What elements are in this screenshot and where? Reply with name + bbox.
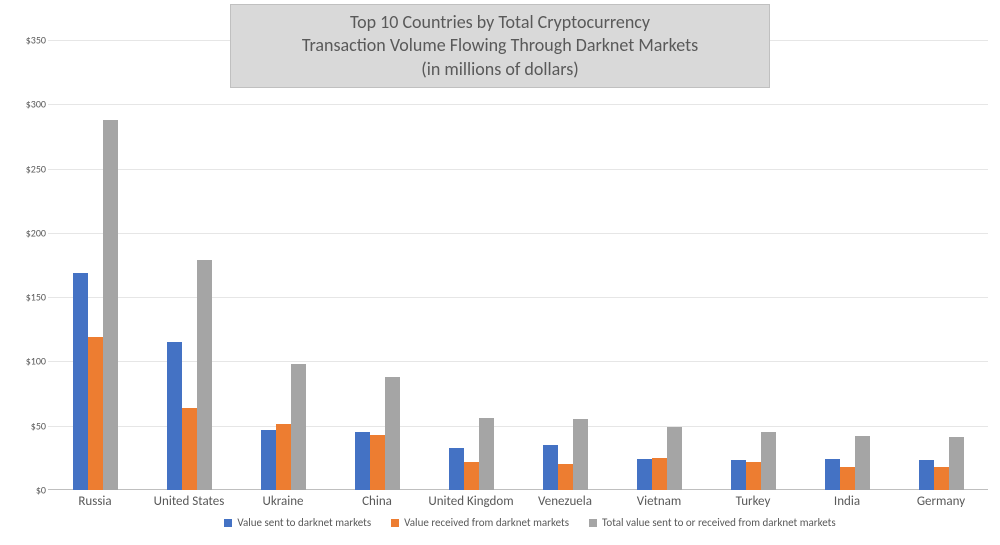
plot-area: $0$50$100$150$200$250$300$350RussiaUnite… — [48, 40, 988, 490]
bar — [167, 342, 182, 490]
x-tick-label: India — [800, 490, 894, 509]
bar-cluster — [167, 260, 212, 490]
bar — [667, 427, 682, 490]
y-tick-label: $200 — [26, 226, 46, 239]
bar-cluster — [261, 364, 306, 490]
legend-label: Total value sent to or received from dar… — [602, 516, 836, 529]
bar-group: Germany — [894, 40, 988, 490]
x-tick-label: China — [330, 490, 424, 509]
y-tick-label: $100 — [26, 355, 46, 368]
bar-group: Vietnam — [612, 40, 706, 490]
y-tick-label: $350 — [26, 34, 46, 47]
bar — [261, 430, 276, 490]
legend-swatch — [391, 519, 399, 527]
bar — [355, 432, 370, 490]
legend: Value sent to darknet markets Value recei… — [130, 516, 930, 529]
bar — [731, 460, 746, 490]
y-tick-label: $150 — [26, 291, 46, 304]
y-tick-label: $250 — [26, 162, 46, 175]
bar-group: Turkey — [706, 40, 800, 490]
x-tick-label: United Kingdom — [424, 490, 518, 509]
bar — [761, 432, 776, 490]
bar — [652, 458, 667, 490]
legend-swatch — [224, 519, 232, 527]
bar — [855, 436, 870, 490]
bar — [370, 435, 385, 490]
bar — [543, 445, 558, 490]
legend-label: Value sent to darknet markets — [237, 516, 371, 529]
x-tick-label: Russia — [48, 490, 142, 509]
bar-group: Ukraine — [236, 40, 330, 490]
bar-group: China — [330, 40, 424, 490]
legend-item: Total value sent to or received from dar… — [589, 516, 836, 529]
legend-item: Value received from darknet markets — [391, 516, 569, 529]
bar — [949, 437, 964, 490]
y-tick-label: $0 — [36, 484, 46, 497]
bar — [197, 260, 212, 490]
bar — [479, 418, 494, 490]
bar — [276, 424, 291, 490]
bar — [385, 377, 400, 490]
bar — [88, 337, 103, 490]
bar — [746, 462, 761, 490]
bar — [934, 467, 949, 490]
bar-group: Russia — [48, 40, 142, 490]
bar — [291, 364, 306, 490]
bar-cluster — [355, 377, 400, 490]
x-tick-label: Vietnam — [612, 490, 706, 509]
bar-cluster — [637, 427, 682, 490]
bar — [825, 459, 840, 490]
bar-group: United States — [142, 40, 236, 490]
x-tick-label: Turkey — [706, 490, 800, 509]
y-tick-label: $300 — [26, 98, 46, 111]
chart-container: Top 10 Countries by Total Cryptocurrency… — [0, 0, 1000, 545]
bar-group: United Kingdom — [424, 40, 518, 490]
bar-group: Venezuela — [518, 40, 612, 490]
bar — [73, 273, 88, 490]
bar-cluster — [731, 432, 776, 490]
legend-label: Value received from darknet markets — [404, 516, 569, 529]
bar — [103, 120, 118, 490]
bar-cluster — [449, 418, 494, 490]
bar — [573, 419, 588, 490]
bar-group: India — [800, 40, 894, 490]
bar — [449, 448, 464, 490]
bar — [919, 460, 934, 490]
bar-cluster — [543, 419, 588, 490]
x-tick-label: Germany — [894, 490, 988, 509]
legend-swatch — [589, 519, 597, 527]
bar — [182, 408, 197, 490]
bar-cluster — [919, 437, 964, 490]
bar — [840, 467, 855, 490]
chart-title: Top 10 Countries by Total Cryptocurrency… — [230, 4, 770, 88]
x-tick-label: Venezuela — [518, 490, 612, 509]
bar — [558, 464, 573, 490]
x-tick-label: Ukraine — [236, 490, 330, 509]
x-tick-label: United States — [142, 490, 236, 509]
bar-cluster — [825, 436, 870, 490]
bar-cluster — [73, 120, 118, 490]
bar — [464, 462, 479, 490]
y-tick-label: $50 — [31, 419, 46, 432]
legend-item: Value sent to darknet markets — [224, 516, 371, 529]
bar — [637, 459, 652, 490]
